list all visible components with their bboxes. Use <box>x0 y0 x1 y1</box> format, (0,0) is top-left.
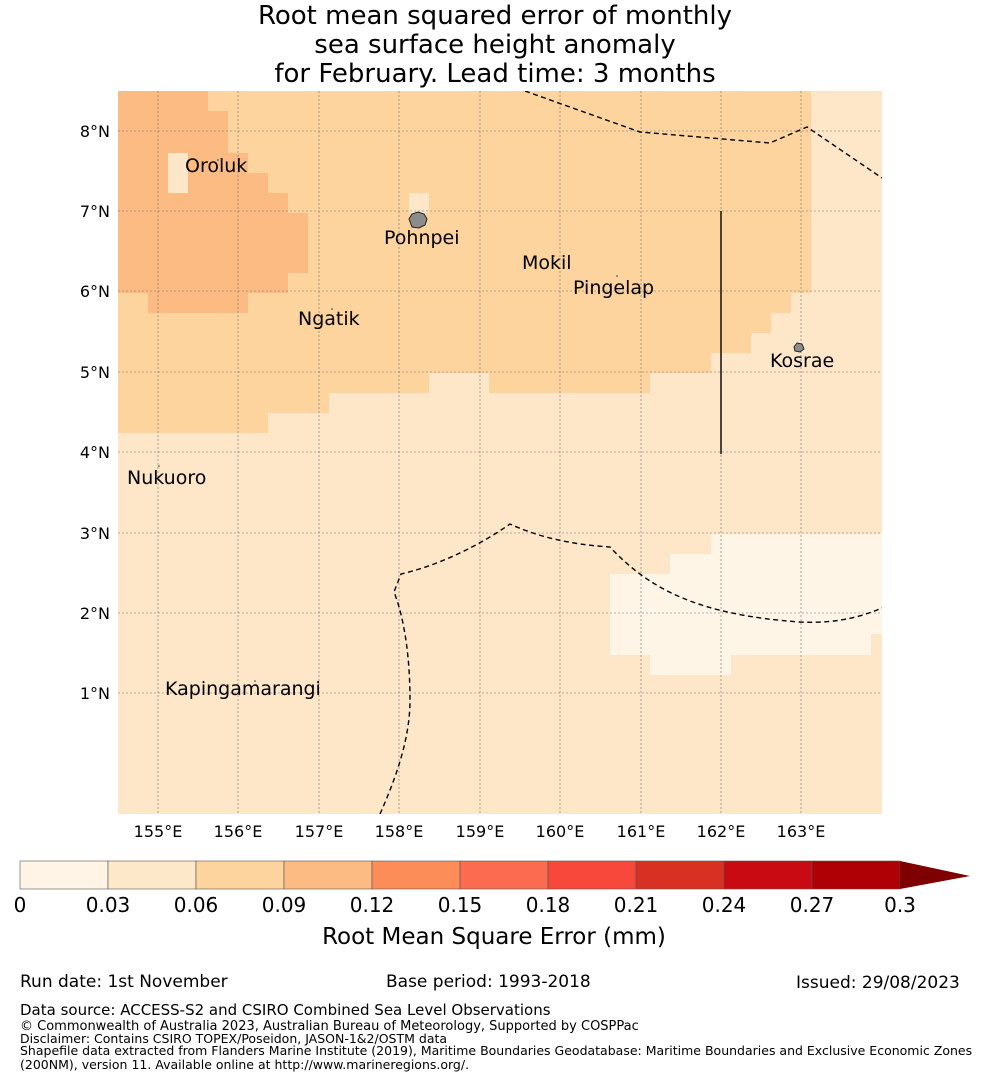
colorbar-tick-label: 0.12 <box>350 893 395 917</box>
latitude-labels: 8°N 7°N 6°N 5°N 4°N 3°N 2°N 1°N <box>80 122 110 703</box>
colorbar-extend-triangle <box>900 861 970 889</box>
rmse-band-right-edge <box>811 91 882 293</box>
lon-label: 157°E <box>295 822 344 841</box>
label-pingelap: Pingelap <box>573 277 654 299</box>
lat-label: 7°N <box>80 202 110 221</box>
lat-label: 8°N <box>80 122 110 141</box>
rmse-cell-pohnpei <box>409 193 429 213</box>
rmse-band-009-012 <box>118 91 308 313</box>
colorbar-tick-label: 0.18 <box>526 893 571 917</box>
lon-label: 159°E <box>456 822 505 841</box>
lon-label: 155°E <box>134 822 183 841</box>
colorbar-swatches <box>19 860 901 890</box>
issued-date: Issued: 29/08/2023 <box>796 973 960 993</box>
lon-label: 158°E <box>375 822 424 841</box>
lon-label: 163°E <box>777 822 826 841</box>
run-date: Run date: 1st November <box>20 972 228 992</box>
eez-boundary-north <box>524 91 882 179</box>
base-period: Base period: 1993-2018 <box>386 972 591 992</box>
label-oroluk: Oroluk <box>185 155 247 177</box>
eez-boundary-south <box>379 523 882 814</box>
atoll-markers <box>158 159 618 682</box>
rmse-band-006-009 <box>118 91 811 433</box>
label-nukuoro: Nukuoro <box>127 467 206 489</box>
title-line-1: Root mean squared error of monthly <box>257 1 733 31</box>
map-figure: Oroluk Pohnpei Mokil Pingelap Ngatik Kos… <box>14 91 970 950</box>
lat-label: 5°N <box>80 363 110 382</box>
label-ngatik: Ngatik <box>298 308 360 330</box>
lon-label: 156°E <box>214 822 263 841</box>
rmse-band-0-003 <box>610 534 882 675</box>
pohnpei-landmass <box>408 211 428 229</box>
data-source: Data source: ACCESS-S2 and CSIRO Combine… <box>20 1001 551 1019</box>
shapefile-credit-line-1: Shapefile data extracted from Flanders M… <box>20 1043 973 1058</box>
rmse-field <box>118 91 882 814</box>
colorbar-tick-label: 0.03 <box>86 893 131 917</box>
colorbar-swatch <box>723 860 813 890</box>
colorbar-swatch <box>635 860 725 890</box>
colorbar-tick-label: 0.27 <box>790 893 835 917</box>
label-mokil: Mokil <box>522 252 572 274</box>
colorbar-swatch <box>547 860 637 890</box>
colorbar-swatch <box>459 860 549 890</box>
title-line-3: for February. Lead time: 3 months <box>274 59 716 89</box>
lat-label: 6°N <box>80 282 110 301</box>
label-kosrae: Kosrae <box>770 350 834 372</box>
lat-label: 4°N <box>80 443 110 462</box>
shapefile-credit-line-2: (200NM), version 11. Available online at… <box>20 1057 470 1072</box>
colorbar-tick-label: 0.06 <box>174 893 219 917</box>
lon-label: 160°E <box>536 822 585 841</box>
disclaimer: Disclaimer: Contains CSIRO TOPEX/Poseido… <box>20 1031 448 1046</box>
longitude-labels: 155°E 156°E 157°E 158°E 159°E 160°E 161°… <box>134 822 826 841</box>
colorbar-tick-label: 0.24 <box>702 893 747 917</box>
rmse-cell-oroluk <box>168 153 188 193</box>
colorbar-tick-label: 0.3 <box>884 893 916 917</box>
colorbar-tick-label: 0 <box>14 893 27 917</box>
copyright: © Commonwealth of Australia 2023, Austra… <box>20 1019 639 1034</box>
colorbar-swatch <box>283 860 373 890</box>
lat-label: 3°N <box>80 524 110 543</box>
colorbar-swatch <box>811 860 901 890</box>
colorbar-label: Root Mean Square Error (mm) <box>322 924 666 950</box>
map-title: Root mean squared error of monthly sea s… <box>0 2 990 89</box>
kosrae-landmass <box>793 342 805 353</box>
lon-label: 162°E <box>697 822 746 841</box>
colorbar-ticks: 0 0.03 0.06 0.09 0.12 0.15 0.18 0.21 0.24 0.27 0.3 <box>14 893 916 917</box>
colorbar-tick-label: 0.21 <box>614 893 659 917</box>
colorbar-swatch <box>371 860 461 890</box>
eez-boundaries <box>379 91 882 814</box>
label-kapingamarangi: Kapingamarangi <box>165 678 321 700</box>
colorbar-tick-label: 0.09 <box>262 893 307 917</box>
colorbar-swatch <box>195 860 285 890</box>
lon-label: 161°E <box>617 822 666 841</box>
lat-label: 2°N <box>80 604 110 623</box>
lat-label: 1°N <box>80 684 110 703</box>
colorbar-tick-label: 0.15 <box>438 893 483 917</box>
colorbar-swatch <box>19 860 109 890</box>
label-pohnpei: Pohnpei <box>384 227 460 249</box>
colorbar: 0 0.03 0.06 0.09 0.12 0.15 0.18 0.21 0.24 0.27 0.3… <box>14 860 970 950</box>
colorbar-swatch <box>107 860 197 890</box>
title-line-2: sea surface height anomaly <box>314 30 676 60</box>
